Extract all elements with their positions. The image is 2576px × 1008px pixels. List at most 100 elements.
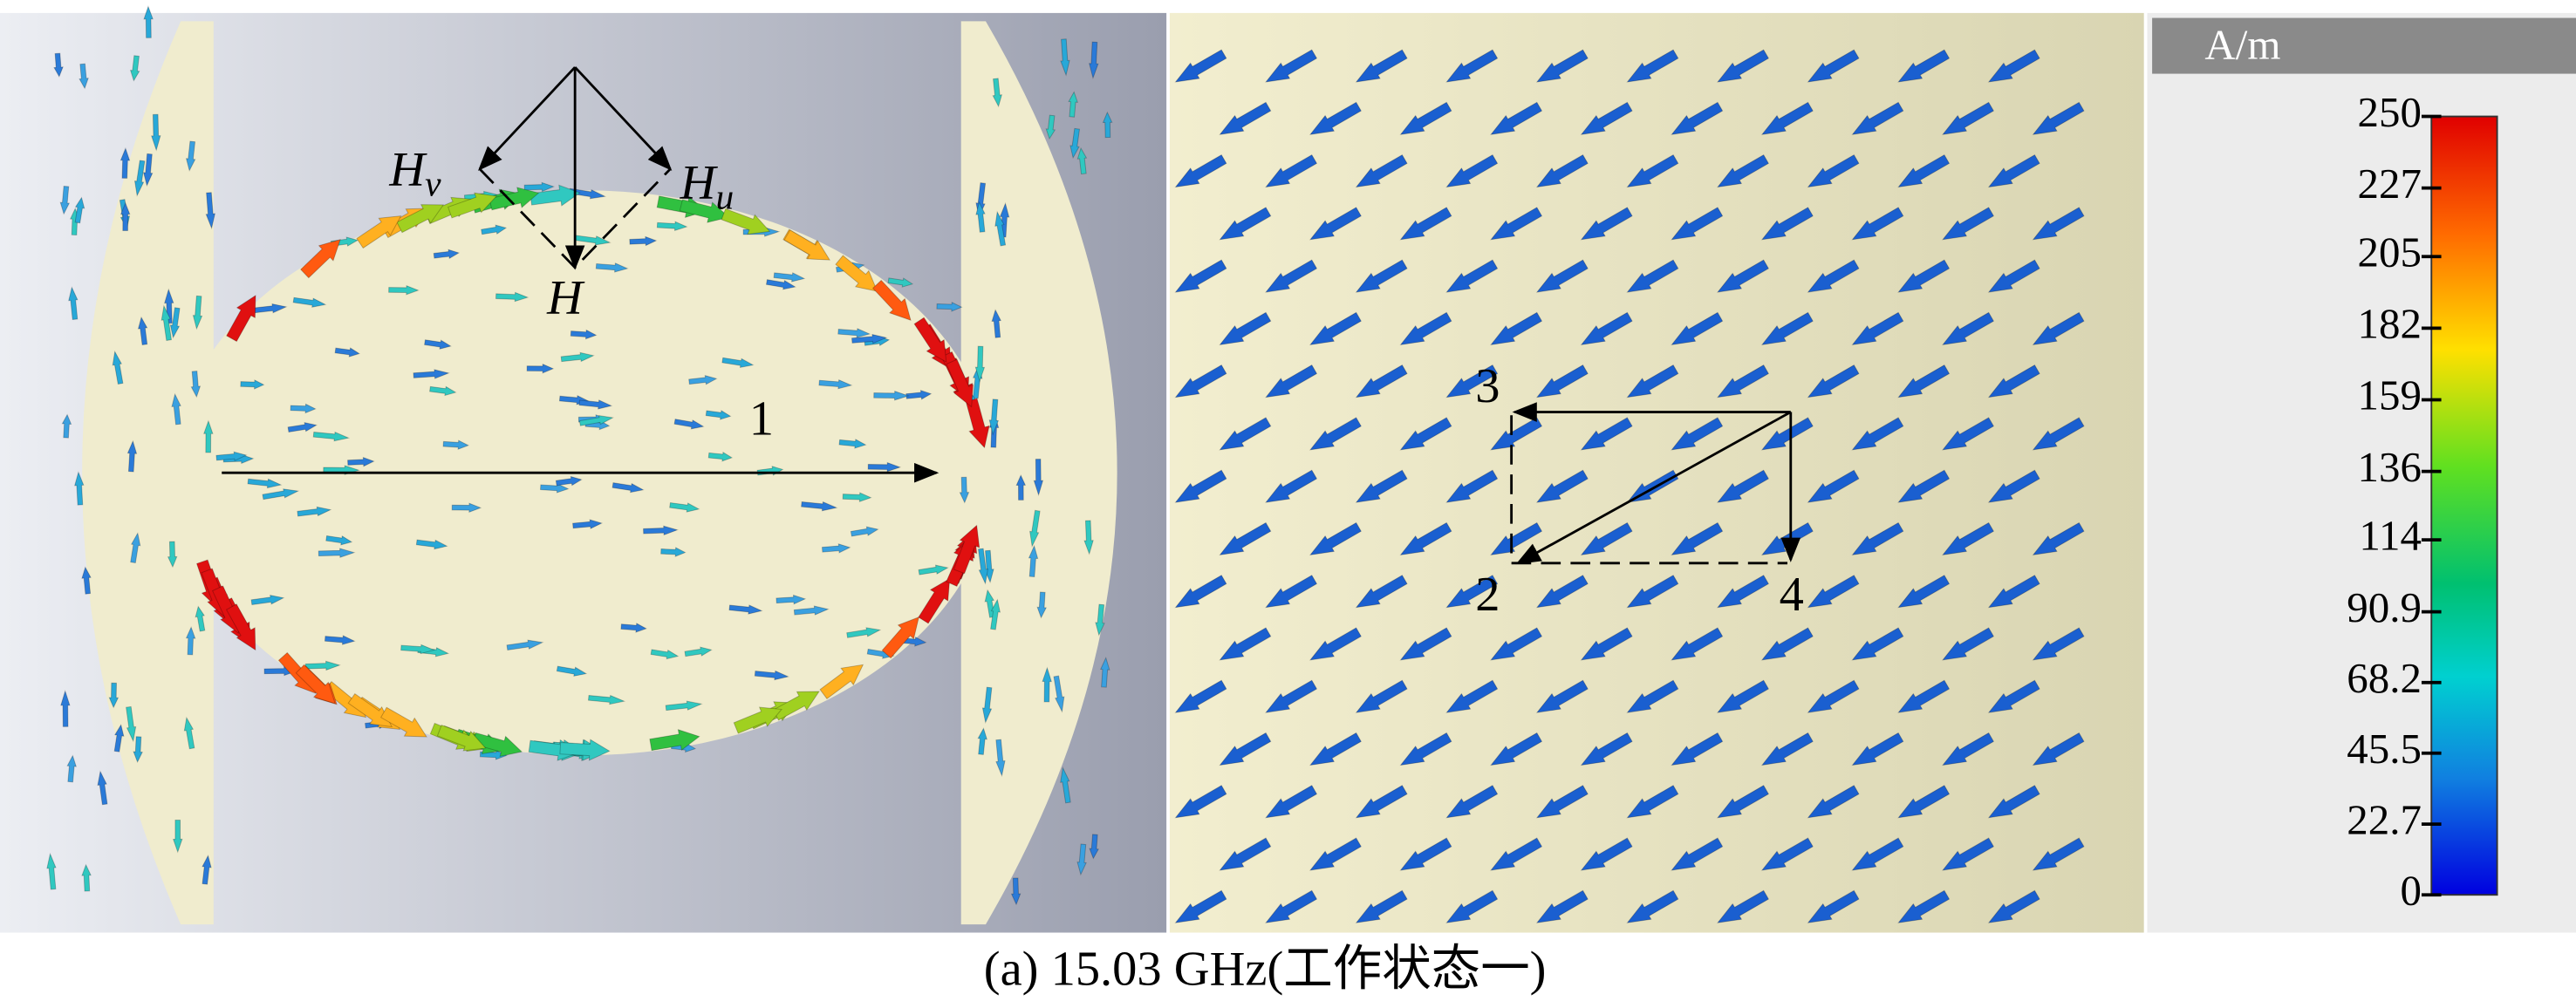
- field-arrow: [1897, 889, 1951, 923]
- field-arrow: [1626, 679, 1679, 713]
- field-arrow: [1580, 521, 1633, 556]
- field-arrow: [1053, 675, 1065, 713]
- field-arrow: [2032, 207, 2085, 241]
- field-arrow: [1174, 679, 1227, 713]
- field-arrow: [143, 5, 154, 38]
- field-arrow: [1490, 732, 1543, 766]
- field-arrow: [1028, 544, 1039, 577]
- field-arrow: [74, 196, 85, 224]
- field-arrow: [1445, 889, 1499, 923]
- field-arrow: [1941, 837, 1995, 871]
- field-arrow: [754, 670, 789, 681]
- field-arrow: [1535, 469, 1589, 503]
- field-arrow: [436, 724, 487, 752]
- field-arrow: [2032, 101, 2085, 135]
- field-arrow: [984, 549, 994, 584]
- field-arrow: [424, 339, 452, 350]
- field-arrow: [1671, 101, 1724, 135]
- hu-sub: u: [715, 176, 734, 216]
- field-arrow: [837, 328, 871, 338]
- field-arrow: [1807, 575, 1860, 609]
- field-arrow: [990, 598, 1001, 630]
- field-arrow: [1490, 207, 1543, 241]
- hv-base: H: [388, 142, 427, 196]
- field-arrow: [649, 729, 700, 752]
- field-arrow: [873, 391, 911, 401]
- field-arrow: [587, 694, 626, 705]
- field-arrow: [1219, 207, 1272, 241]
- field-arrow: [415, 539, 448, 550]
- field-arrow: [202, 855, 212, 885]
- field-arrow: [324, 635, 356, 645]
- field-arrow: [1076, 843, 1087, 876]
- field-arrow: [2032, 311, 2085, 345]
- field-arrow: [1851, 521, 1904, 556]
- field-arrow: [68, 286, 79, 320]
- field-arrow: [161, 304, 172, 341]
- field-arrow: [167, 541, 178, 569]
- field-arrow: [169, 307, 181, 339]
- field-arrow: [1580, 311, 1633, 345]
- field-arrow: [2032, 627, 2085, 661]
- field-arrow: [918, 564, 949, 576]
- field-arrow: [867, 461, 902, 473]
- colorbar-tick-label: 205: [2358, 228, 2422, 276]
- field-arrow: [772, 691, 820, 721]
- annotation-lines: [222, 66, 1801, 565]
- field-arrow: [1355, 889, 1408, 923]
- field-arrow: [413, 369, 450, 379]
- colorbar-tick-label: 182: [2358, 300, 2422, 348]
- field-arrow: [707, 451, 734, 462]
- colorbar-tick-label: 68.2: [2347, 654, 2422, 702]
- field-arrow: [1445, 49, 1499, 83]
- field-arrow: [1580, 417, 1633, 451]
- field-arrow: [1671, 732, 1724, 766]
- colorbar: [2430, 115, 2498, 896]
- field-arrow: [1807, 364, 1860, 398]
- field-arrow: [1987, 889, 2040, 923]
- field-arrow: [1174, 259, 1227, 293]
- field-arrow: [977, 727, 988, 755]
- field-arrow: [1355, 49, 1408, 83]
- field-arrow: [1716, 785, 1770, 819]
- field-arrow: [783, 229, 830, 261]
- field-arrow: [765, 279, 796, 290]
- field-arrow: [1760, 732, 1814, 766]
- field-arrow: [688, 374, 718, 385]
- field-arrow: [1671, 521, 1724, 556]
- field-arrow: [312, 431, 351, 442]
- field-arrow: [846, 627, 882, 638]
- field-arrow: [1580, 207, 1633, 241]
- field-arrow: [1355, 364, 1408, 398]
- field-arrow: [1807, 679, 1860, 713]
- field-arrow: [1851, 837, 1904, 871]
- field-arrow: [578, 399, 613, 410]
- field-arrow: [1987, 469, 2040, 503]
- field-arrow: [1490, 101, 1543, 135]
- field-arrow: [1102, 111, 1113, 139]
- colorbar-tick-label: 136: [2358, 443, 2422, 491]
- colorbar-tick-label: 0: [2400, 866, 2421, 914]
- field-arrow: [995, 739, 1006, 778]
- field-arrow: [2032, 417, 2085, 451]
- field-arrow: [1308, 417, 1362, 451]
- field-arrow: [356, 215, 402, 249]
- field-arrow: [451, 502, 482, 514]
- field-arrow: [905, 390, 933, 400]
- field-arrow: [66, 754, 77, 783]
- field-arrow: [1029, 509, 1041, 548]
- field-arrow: [203, 419, 214, 453]
- field-arrow: [1535, 153, 1589, 188]
- colorbar-tick-label: 114: [2359, 511, 2422, 559]
- field-arrow: [1219, 101, 1272, 135]
- field-arrow: [388, 284, 420, 296]
- field-arrow: [1036, 591, 1048, 619]
- field-arrow: [1626, 364, 1679, 398]
- field-arrow: [1760, 417, 1814, 451]
- caption: (a) 15.03 GHz(工作状态一): [984, 943, 1547, 997]
- field-arrow: [1219, 627, 1272, 661]
- field-arrow: [1671, 311, 1724, 345]
- field-arrow: [1399, 732, 1452, 766]
- field-arrow: [1535, 575, 1589, 609]
- field-arrow: [183, 716, 195, 750]
